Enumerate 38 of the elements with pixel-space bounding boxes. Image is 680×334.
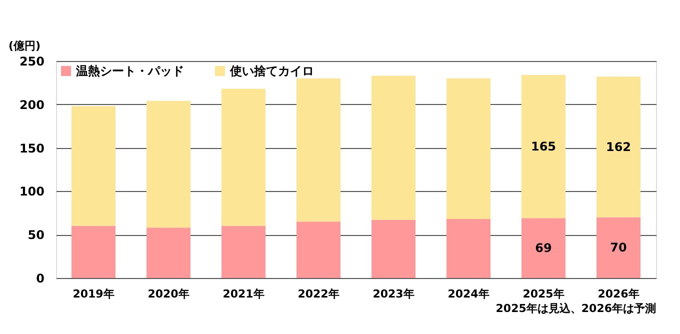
x-tick-label: 2025年 <box>522 288 564 300</box>
bar <box>72 226 116 278</box>
bar <box>372 220 416 278</box>
y-axis-title: (億円) <box>8 40 41 52</box>
bar <box>146 100 190 228</box>
x-tick-label: 2020年 <box>148 288 190 300</box>
bar <box>372 76 416 220</box>
bar <box>296 78 340 222</box>
legend-label: 使い捨てカイロ <box>229 64 314 78</box>
bar <box>596 76 640 218</box>
bar <box>72 106 116 226</box>
y-tick-label: 100 <box>19 184 44 199</box>
bar <box>222 88 266 226</box>
x-tick-label: 2019年 <box>72 288 114 300</box>
bar <box>522 74 566 218</box>
data-label: 69 <box>535 241 552 256</box>
x-tick-label: 2021年 <box>222 288 264 300</box>
y-tick-label: 250 <box>19 54 44 68</box>
bar <box>522 218 566 278</box>
bar <box>446 218 490 278</box>
bar <box>446 78 490 219</box>
x-tick-label: 2022年 <box>298 288 340 300</box>
bar <box>596 217 640 278</box>
y-tick-label: 150 <box>19 141 44 156</box>
x-tick-label: 2026年 <box>598 288 640 300</box>
data-label: 165 <box>530 140 556 154</box>
text: 2025年は見込、2026年は予測 <box>496 302 656 315</box>
bar <box>296 222 340 278</box>
legend-label: 温熱シート・パッド <box>75 64 184 78</box>
y-tick-label: 50 <box>28 228 44 242</box>
x-tick-label: 2024年 <box>448 288 490 300</box>
data-label: 70 <box>610 240 627 255</box>
bar <box>146 228 190 278</box>
y-tick-label: 0 <box>36 272 44 286</box>
x-tick-label: 2023年 <box>372 288 414 300</box>
y-tick-label: 200 <box>19 98 44 112</box>
data-label: 162 <box>606 140 632 154</box>
bar <box>222 226 266 278</box>
